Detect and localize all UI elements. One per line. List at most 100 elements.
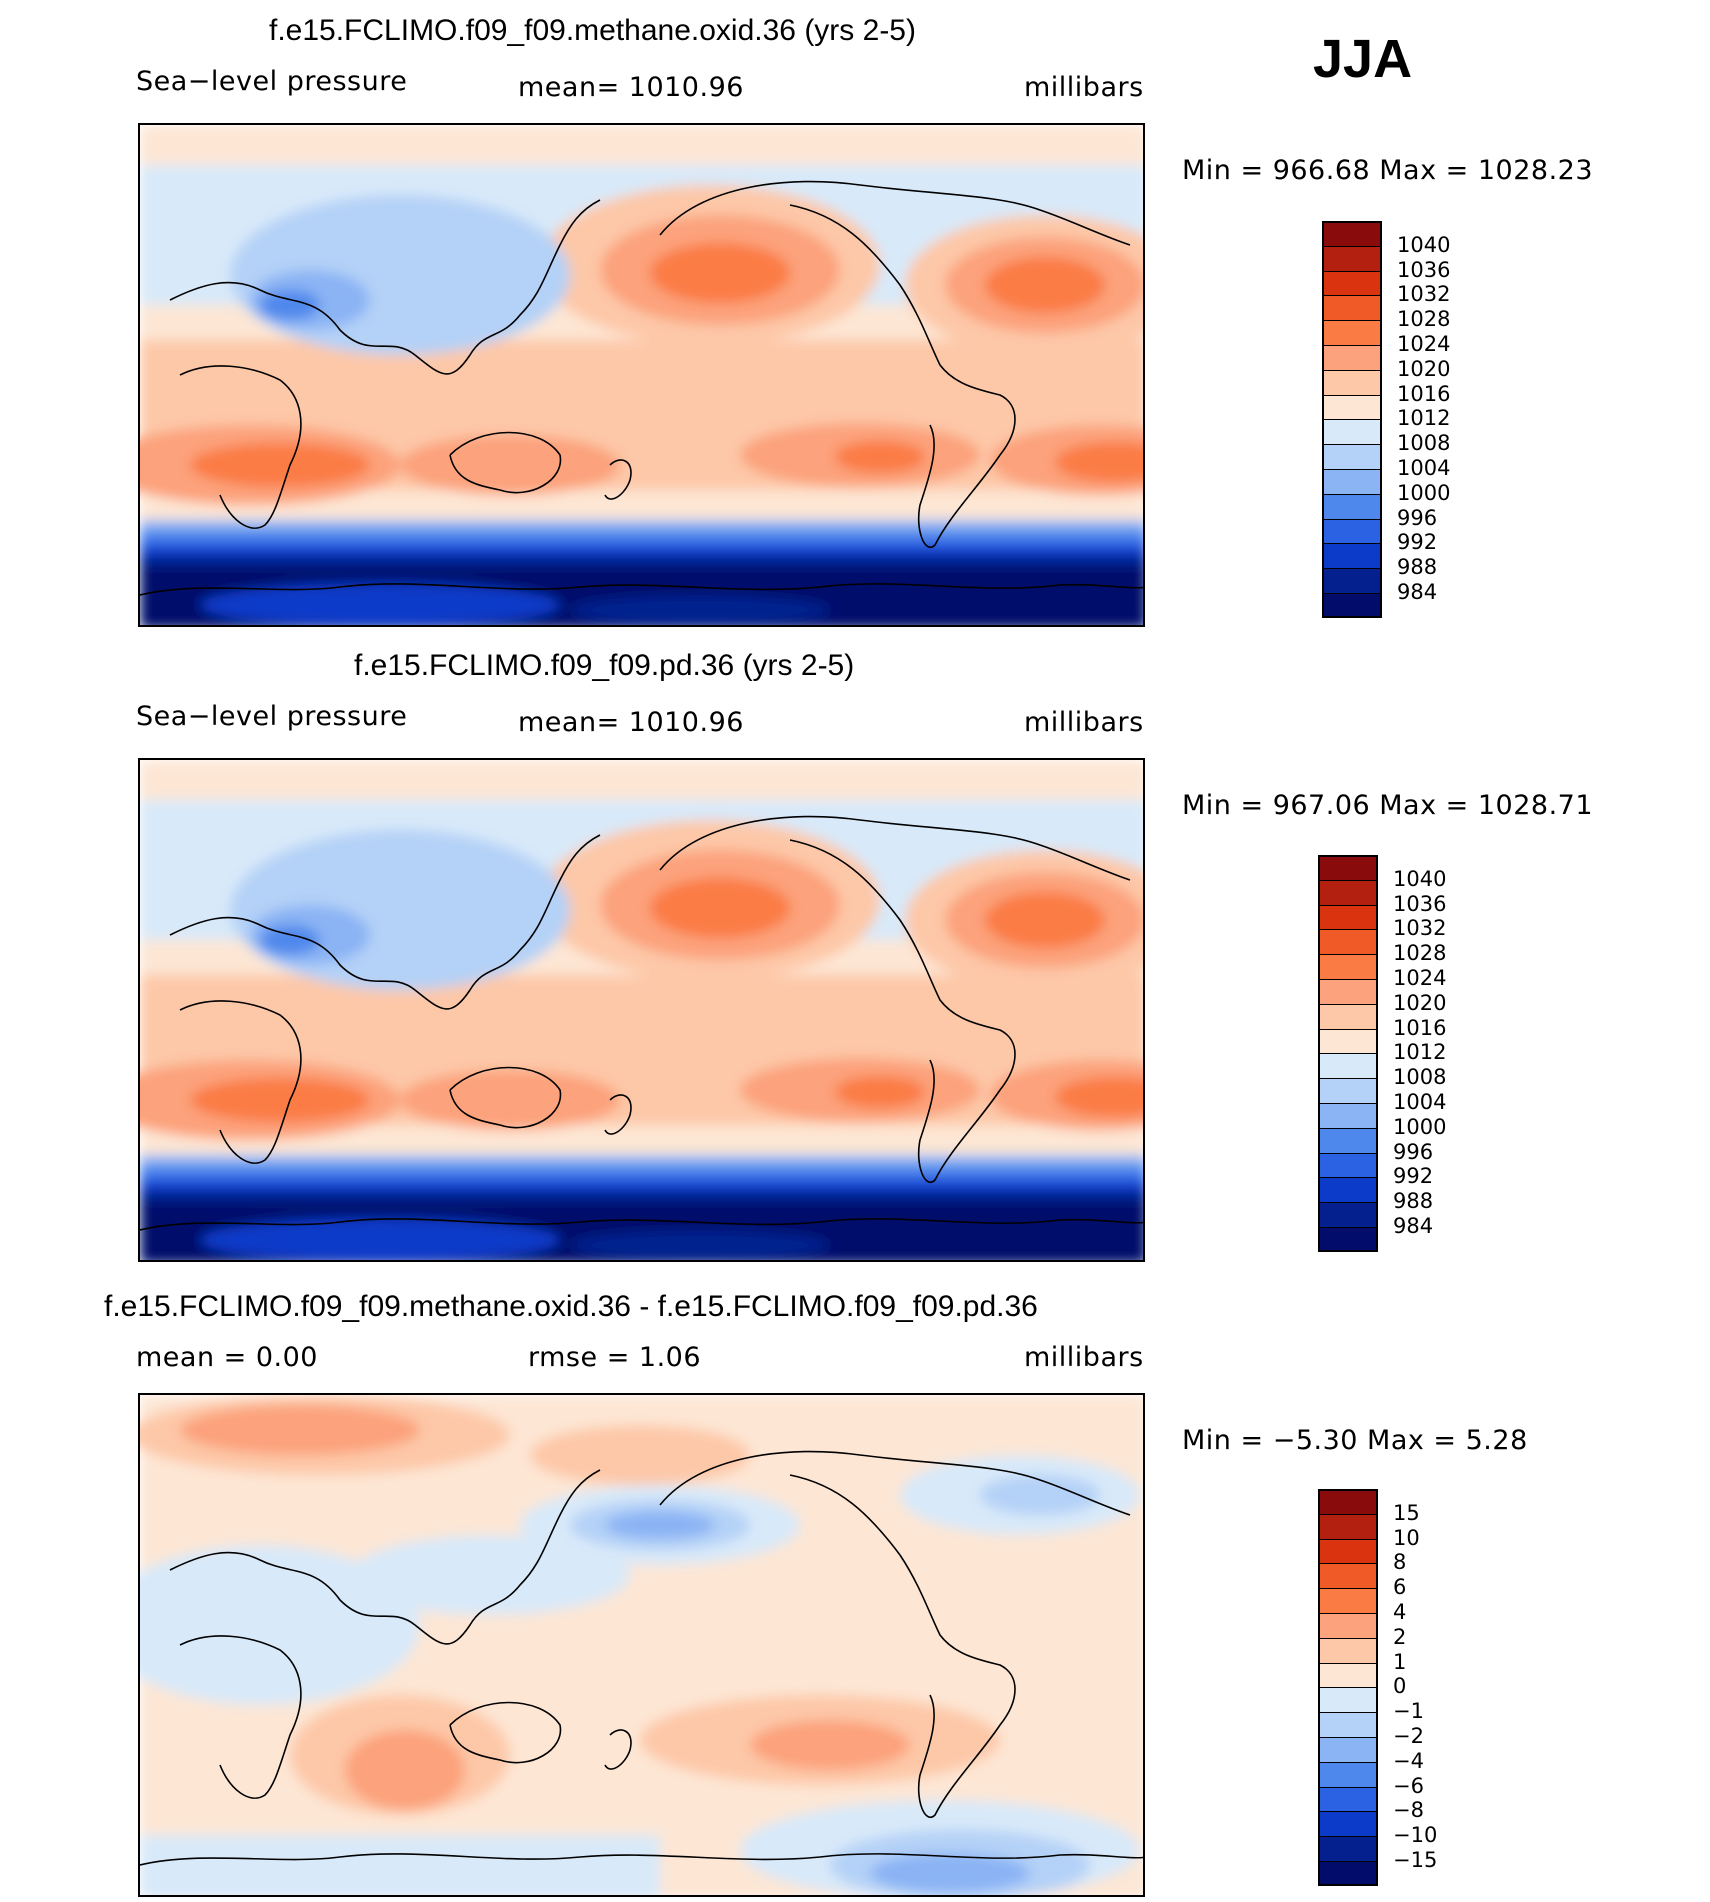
colorbar-tick-label: 1000 <box>1393 1114 1447 1139</box>
colorbar-swatch <box>1318 1513 1378 1539</box>
colorbar-swatch <box>1318 1861 1378 1886</box>
season-label: JJA <box>1313 29 1413 89</box>
colorbar-tick-label: 1000 <box>1397 480 1451 505</box>
colorbar-swatch <box>1318 1053 1378 1079</box>
colorbar-tick-label: 6 <box>1393 1575 1407 1600</box>
colorbar-swatch <box>1318 929 1378 955</box>
colorbar-tick-label: 4 <box>1393 1600 1407 1624</box>
colorbar-tick-label: 992 <box>1393 1164 1434 1189</box>
colorbar-tick-label: −1 <box>1393 1699 1424 1724</box>
panel3-mean-label: mean = 0.00 <box>136 1342 318 1373</box>
colorbar-swatch <box>1322 369 1382 395</box>
colorbar-swatch <box>1322 245 1382 271</box>
colorbar-tick-label: 1020 <box>1397 356 1451 381</box>
colorbar-tick-label: 10 <box>1393 1525 1420 1550</box>
colorbar-swatch <box>1318 1662 1378 1688</box>
colorbar-tick-label: 1024 <box>1393 966 1447 990</box>
colorbar-tick-label: 988 <box>1393 1189 1434 1214</box>
colorbar-tick-label: 996 <box>1397 505 1438 530</box>
colorbar-swatch <box>1318 1103 1378 1128</box>
colorbar-tick-label: 1032 <box>1393 916 1447 941</box>
colorbar-tick-label: 15 <box>1393 1500 1420 1525</box>
panel3-title: f.e15.FCLIMO.f09_f09.methane.oxid.36 - f… <box>104 1290 1038 1323</box>
panel2-units-label: millibars <box>1024 707 1144 738</box>
colorbar-tick-label: 1004 <box>1397 456 1451 480</box>
colorbar-tick-label: 1032 <box>1397 282 1451 307</box>
panel3-map <box>138 1393 1145 1897</box>
colorbar-swatch <box>1318 1836 1378 1861</box>
panel1-title: f.e15.FCLIMO.f09_f09.methane.oxid.36 (yr… <box>269 14 916 47</box>
colorbar-tick-label: 1012 <box>1393 1040 1447 1065</box>
colorbar-swatch <box>1318 1786 1378 1812</box>
panel3-units-label: millibars <box>1024 1342 1144 1373</box>
colorbar-tick-label: 1028 <box>1397 307 1451 332</box>
colorbar-swatch <box>1322 593 1382 618</box>
panel3-minmax-label: Min = −5.30 Max = 5.28 <box>1182 1425 1528 1456</box>
colorbar-tick-label: 996 <box>1393 1139 1434 1164</box>
colorbar-tick-label: 1036 <box>1393 891 1447 916</box>
panel2-minmax-label: Min = 967.06 Max = 1028.71 <box>1182 790 1594 821</box>
colorbar-tick-label: 1040 <box>1393 866 1447 891</box>
panel1-variable-label: Sea−level pressure <box>136 66 408 97</box>
colorbar-swatch <box>1318 1712 1378 1737</box>
colorbar-swatch <box>1318 1127 1378 1153</box>
colorbar-swatch <box>1322 295 1382 321</box>
colorbar-tick-label: 1036 <box>1397 257 1451 282</box>
colorbar-swatch <box>1318 1028 1378 1054</box>
colorbar-swatch <box>1322 568 1382 593</box>
colorbar-tick-label: −4 <box>1393 1748 1424 1773</box>
colorbar-swatch <box>1322 345 1382 370</box>
panel1-minmax-label: Min = 966.68 Max = 1028.23 <box>1182 155 1594 186</box>
colorbar-tick-label: −10 <box>1393 1823 1438 1848</box>
colorbar-tick-label: 0 <box>1393 1674 1407 1699</box>
colorbar-swatch <box>1318 1003 1378 1029</box>
colorbar-swatch <box>1318 904 1378 930</box>
colorbar-swatch <box>1318 1637 1378 1663</box>
panel2-map <box>138 758 1145 1262</box>
colorbar-tick-label: 1012 <box>1397 406 1451 431</box>
colorbar-swatch <box>1318 1613 1378 1638</box>
colorbar-swatch <box>1322 493 1382 519</box>
colorbar-swatch <box>1318 1538 1378 1564</box>
colorbar-swatch <box>1318 1811 1378 1837</box>
panel2-mean-label: mean= 1010.96 <box>518 707 744 738</box>
panel1-mean-label: mean= 1010.96 <box>518 72 744 103</box>
colorbar-swatch <box>1318 1563 1378 1589</box>
colorbar-tick-label: 1024 <box>1397 332 1451 356</box>
colorbar-tick-label: −15 <box>1393 1848 1438 1872</box>
colorbar-tick-label: 1008 <box>1397 431 1451 456</box>
colorbar-swatch <box>1322 320 1382 345</box>
colorbar-swatch <box>1318 1761 1378 1787</box>
colorbar-swatch <box>1322 543 1382 569</box>
colorbar-tick-label: 1040 <box>1397 232 1451 257</box>
colorbar-tick-label: −8 <box>1393 1798 1424 1823</box>
colorbar-swatch <box>1318 954 1378 979</box>
colorbar-swatch <box>1318 1489 1378 1514</box>
colorbar-tick-label: 1016 <box>1393 1015 1447 1040</box>
panel3-rmse-label: rmse = 1.06 <box>528 1342 702 1373</box>
colorbar-tick-label: 1028 <box>1393 941 1447 966</box>
colorbar-swatch <box>1318 1152 1378 1178</box>
colorbar-swatch <box>1322 270 1382 296</box>
colorbar-tick-label: −2 <box>1393 1724 1424 1748</box>
colorbar-swatch <box>1322 518 1382 544</box>
colorbar-tick-label: 984 <box>1397 580 1438 604</box>
panel1-units-label: millibars <box>1024 72 1144 103</box>
colorbar-tick-label: 8 <box>1393 1550 1407 1575</box>
colorbar-swatch <box>1318 879 1378 905</box>
colorbar-swatch <box>1318 855 1378 880</box>
colorbar-swatch <box>1318 1078 1378 1103</box>
colorbar-swatch <box>1318 1588 1378 1613</box>
colorbar-swatch <box>1318 1202 1378 1227</box>
colorbar-swatch <box>1322 221 1382 246</box>
colorbar-swatch <box>1322 394 1382 420</box>
panel2-variable-label: Sea−level pressure <box>136 701 408 732</box>
colorbar-tick-label: 1016 <box>1397 381 1451 406</box>
colorbar-swatch <box>1322 469 1382 494</box>
colorbar-tick-label: 2 <box>1393 1624 1407 1649</box>
colorbar-tick-label: 1004 <box>1393 1090 1447 1114</box>
panel2-title: f.e15.FCLIMO.f09_f09.pd.36 (yrs 2-5) <box>354 649 855 682</box>
colorbar-tick-label: 1 <box>1393 1649 1407 1674</box>
panel1-map <box>138 123 1145 627</box>
colorbar-swatch <box>1318 1227 1378 1252</box>
